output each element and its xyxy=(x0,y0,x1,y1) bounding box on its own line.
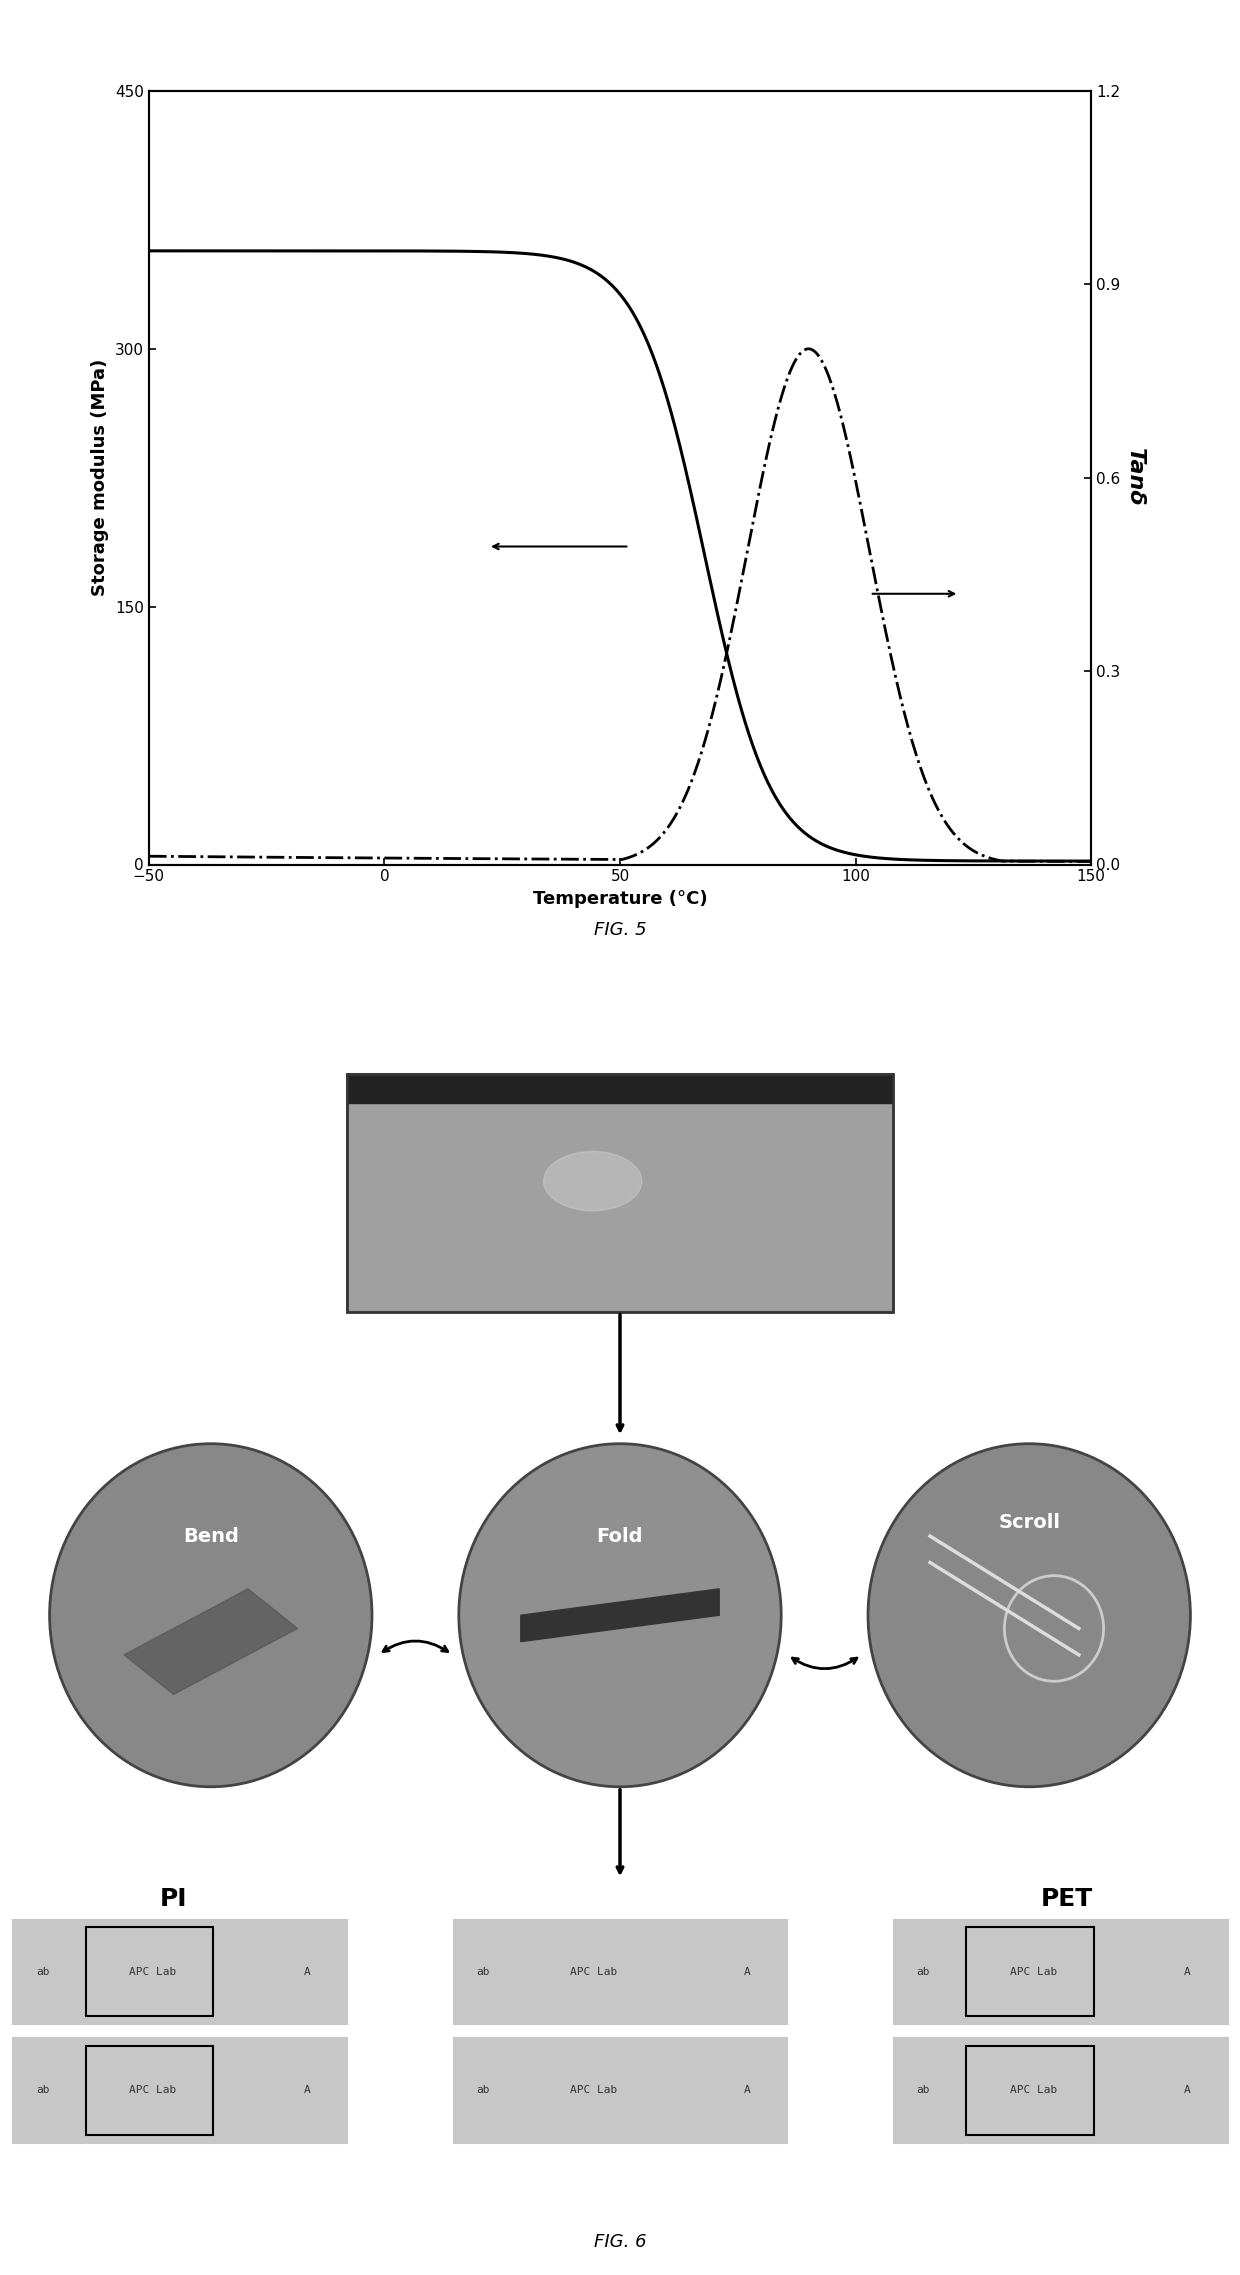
Bar xyxy=(86,1927,213,2016)
Bar xyxy=(893,2038,1228,2143)
Bar xyxy=(347,1074,893,1313)
Text: PI: PI xyxy=(160,1886,187,1911)
Text: Fold: Fold xyxy=(596,1527,644,1545)
Bar xyxy=(12,2038,347,2143)
Bar xyxy=(453,2038,787,2143)
Y-axis label: Storage modulus (MPa): Storage modulus (MPa) xyxy=(92,359,109,596)
Text: ab: ab xyxy=(916,2086,930,2095)
Ellipse shape xyxy=(543,1151,642,1210)
Circle shape xyxy=(459,1445,781,1786)
Bar xyxy=(966,1927,1094,2016)
Text: APC Lab: APC Lab xyxy=(1009,2086,1056,2095)
Text: FIG. 6: FIG. 6 xyxy=(594,2234,646,2250)
Bar xyxy=(453,1918,787,2025)
Text: APC Lab: APC Lab xyxy=(129,1966,176,1977)
Bar xyxy=(12,1918,347,2025)
Text: ab: ab xyxy=(36,1966,50,1977)
Text: PET: PET xyxy=(1040,1886,1092,1911)
Bar xyxy=(347,1074,893,1103)
Text: A: A xyxy=(1184,1966,1190,1977)
Text: APC Lab: APC Lab xyxy=(129,2086,176,2095)
Text: ab: ab xyxy=(916,1966,930,1977)
Polygon shape xyxy=(521,1588,719,1643)
Bar xyxy=(893,1918,1228,2025)
Text: APC Lab: APC Lab xyxy=(569,2086,616,2095)
Circle shape xyxy=(868,1445,1190,1786)
Text: FIG. 5: FIG. 5 xyxy=(594,921,646,940)
Y-axis label: Tanδ: Tanδ xyxy=(1126,448,1146,507)
X-axis label: Temperature (°C): Temperature (°C) xyxy=(533,890,707,908)
Bar xyxy=(966,2045,1094,2134)
Text: Bend: Bend xyxy=(182,1527,239,1545)
Text: A: A xyxy=(744,2086,750,2095)
Text: A: A xyxy=(304,2086,310,2095)
Text: APC Lab: APC Lab xyxy=(569,1966,616,1977)
Text: ab: ab xyxy=(476,1966,490,1977)
Circle shape xyxy=(50,1445,372,1786)
Text: A: A xyxy=(1184,2086,1190,2095)
Text: APC Lab: APC Lab xyxy=(1009,1966,1056,1977)
Text: Scroll: Scroll xyxy=(998,1513,1060,1533)
Bar xyxy=(86,2045,213,2134)
Text: ab: ab xyxy=(36,2086,50,2095)
Polygon shape xyxy=(124,1588,298,1695)
Text: ab: ab xyxy=(476,2086,490,2095)
Text: A: A xyxy=(744,1966,750,1977)
Text: A: A xyxy=(304,1966,310,1977)
Bar xyxy=(347,1074,893,1313)
